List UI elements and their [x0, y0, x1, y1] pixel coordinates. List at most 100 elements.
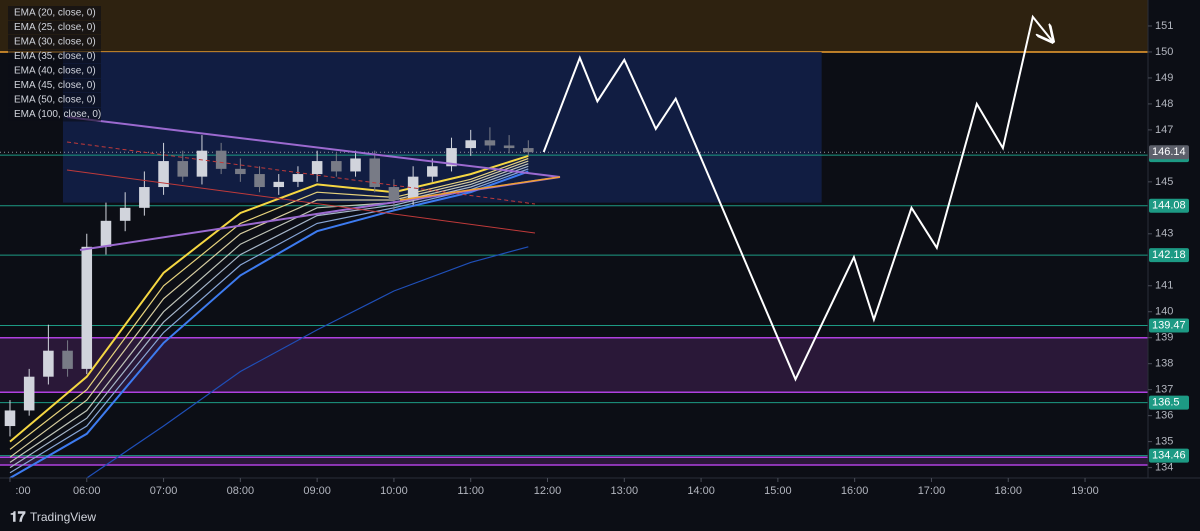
y-tick-label: 135 — [1155, 436, 1173, 448]
legend-entry: EMA (20, close, 0) — [14, 8, 96, 19]
legend-bg — [8, 78, 101, 93]
x-tick-label: 10:00 — [380, 485, 408, 497]
trendline — [399, 176, 561, 201]
legend-bg — [8, 107, 101, 122]
candle-body — [62, 350, 73, 369]
price-badge — [1149, 395, 1189, 410]
y-tick-label: 148 — [1155, 98, 1173, 110]
candle-body — [350, 158, 361, 172]
price-badge — [1149, 248, 1189, 263]
price-badge-label: 134.46 — [1152, 450, 1186, 462]
legend-bg — [8, 49, 101, 64]
x-tick-label: 12:00 — [534, 485, 562, 497]
candle-body — [81, 246, 93, 369]
zone — [0, 0, 1148, 52]
candle-body — [158, 161, 169, 188]
legend-entry: EMA (35, close, 0) — [14, 51, 96, 62]
legend-bg — [8, 35, 101, 49]
legend-bg — [8, 93, 101, 107]
y-tick-label: 150 — [1155, 46, 1173, 58]
x-tick-label: 07:00 — [150, 485, 178, 497]
trendlines — [66, 116, 561, 251]
candle-body — [139, 187, 150, 208]
trendline — [66, 169, 536, 234]
y-tick-label: 151 — [1155, 20, 1173, 32]
candle-body — [23, 376, 35, 411]
projection-line — [542, 14, 1053, 382]
x-tick-label: 19:00 — [1071, 485, 1099, 497]
price-badge-label: 142.18 — [1152, 249, 1186, 261]
brand-logo: 𝟏𝟕 — [10, 509, 26, 525]
candle-body — [523, 148, 534, 153]
ema-line — [9, 160, 529, 458]
price-badge — [1149, 145, 1189, 160]
x-tick-label: 15:00 — [764, 485, 792, 497]
legend-entry: EMA (30, close, 0) — [14, 37, 96, 48]
legend-entry: EMA (50, close, 0) — [14, 95, 96, 106]
y-tick-label: 145 — [1155, 176, 1173, 188]
price-badge-label: 146.14 — [1152, 146, 1186, 158]
ema-line — [9, 165, 529, 469]
candle-body — [43, 350, 54, 377]
trendline — [66, 141, 536, 205]
ema-line — [9, 163, 529, 463]
candle-body — [427, 166, 438, 177]
candle-body — [369, 158, 381, 188]
y-tick-label: 141 — [1155, 280, 1173, 292]
y-tick-label: 139 — [1155, 332, 1173, 344]
trendline — [66, 116, 561, 178]
price-badge-label: 144.08 — [1152, 200, 1186, 212]
y-tick-label: 137 — [1155, 384, 1173, 396]
price-badge-label: 139.47 — [1152, 319, 1186, 331]
candle-body — [177, 161, 189, 177]
candle-body — [254, 174, 265, 188]
candle-body — [465, 140, 476, 149]
legend-entry: EMA (40, close, 0) — [14, 66, 96, 77]
range-box — [62, 51, 822, 203]
ema-line — [9, 170, 529, 478]
legend-entry: EMA (25, close, 0) — [14, 22, 96, 33]
ema-line — [86, 246, 529, 478]
candle-body — [292, 174, 304, 182]
y-tick-label: 143 — [1155, 228, 1173, 240]
candle-body — [119, 207, 131, 221]
x-tick-label: 09:00 — [303, 485, 331, 497]
y-tick-label: 140 — [1155, 306, 1173, 318]
candle-body — [196, 150, 208, 177]
price-badge-label: 136.5 — [1152, 397, 1180, 409]
ema-line — [9, 157, 529, 450]
x-tick-label: 06:00 — [73, 485, 101, 497]
candle-body — [273, 181, 285, 188]
x-tick-label: 14:00 — [687, 485, 715, 497]
x-tick-label: 08:00 — [227, 485, 255, 497]
y-tick-label: 147 — [1155, 124, 1173, 136]
y-tick-label: 138 — [1155, 358, 1173, 370]
legend-bg — [8, 20, 101, 35]
price-badge — [1149, 318, 1189, 333]
x-tick-label: 13:00 — [611, 485, 639, 497]
legend-entry: EMA (45, close, 0) — [14, 80, 96, 91]
x-tick-label: 17:00 — [918, 485, 946, 497]
candle-body — [484, 140, 496, 146]
candle-body — [311, 161, 323, 175]
zone — [0, 457, 1148, 466]
plot — [0, 0, 1148, 478]
legend-bg — [8, 64, 101, 78]
footer — [0, 505, 1200, 531]
candle-body — [215, 150, 227, 169]
brand: TradingView — [30, 510, 96, 524]
candle-body — [331, 161, 342, 172]
candle-body — [388, 187, 400, 201]
x-tick-label: :00 — [15, 485, 30, 497]
candle-body — [235, 168, 246, 175]
y-tick-label: 136 — [1155, 410, 1173, 422]
x-tick-label: 16:00 — [841, 485, 869, 497]
legend-bg — [8, 6, 101, 20]
x-tick-label: 11:00 — [457, 485, 484, 497]
candle-body — [407, 176, 419, 201]
y-tick-label: 149 — [1155, 72, 1173, 84]
price-badge — [1149, 448, 1189, 463]
legend-entry: EMA (100, close, 0) — [14, 109, 101, 120]
candle-body — [100, 220, 112, 247]
